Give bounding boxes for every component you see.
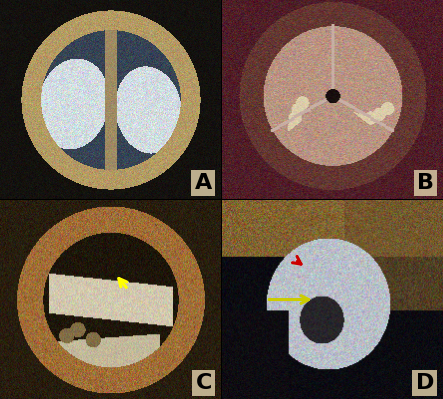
- Text: A: A: [195, 173, 212, 193]
- Text: D: D: [416, 373, 434, 393]
- Text: B: B: [417, 173, 434, 193]
- Text: C: C: [196, 373, 212, 393]
